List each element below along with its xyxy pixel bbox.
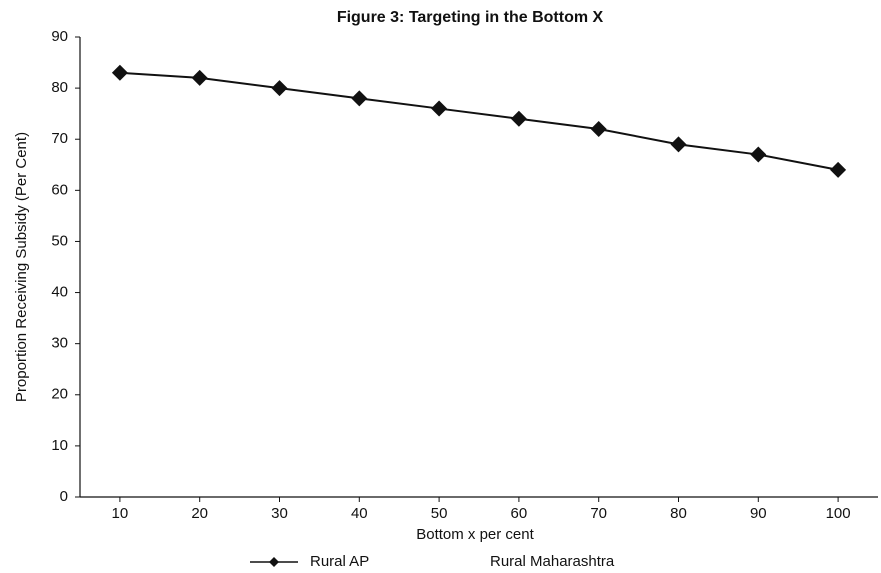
line <box>119 71 839 171</box>
legend-marker <box>269 557 279 567</box>
legend-label: Rural Maharashtra <box>490 553 615 570</box>
x-tick-label: 20 <box>191 505 208 522</box>
y-tick-label: 10 <box>51 437 68 454</box>
x-tick-label: 40 <box>351 505 368 522</box>
x-tick-label: 80 <box>670 505 687 522</box>
y-tick-label: 30 <box>51 335 68 352</box>
marker <box>431 100 448 117</box>
marker <box>191 69 208 86</box>
y-tick-label: 90 <box>51 28 68 45</box>
marker <box>111 64 128 81</box>
x-axis-label: Bottom x per cent <box>416 526 534 543</box>
x-tick-label: 100 <box>826 505 851 522</box>
y-tick-label: 50 <box>51 232 68 249</box>
y-tick-label: 70 <box>51 130 68 147</box>
y-tick-label: 20 <box>51 386 68 403</box>
y-tick-label: 0 <box>60 488 68 505</box>
y-tick-label: 40 <box>51 284 68 301</box>
x-tick-label: 60 <box>511 505 528 522</box>
y-tick-label: 60 <box>51 181 68 198</box>
x-tick-label: 50 <box>431 505 448 522</box>
x-tick-label: 30 <box>271 505 288 522</box>
marker <box>830 161 847 178</box>
marker <box>750 146 767 163</box>
marker <box>351 90 368 107</box>
marker <box>590 121 607 137</box>
x-tick-label: 90 <box>750 505 767 522</box>
x-tick-label: 10 <box>112 505 129 522</box>
chart-title: Figure 3: Targeting in the Bottom X <box>337 9 604 26</box>
x-tick-label: 70 <box>590 505 607 522</box>
legend-label: Rural AP <box>310 553 369 570</box>
marker <box>510 110 527 127</box>
y-tick-label: 80 <box>51 79 68 96</box>
marker <box>271 80 288 97</box>
marker <box>670 136 687 153</box>
y-axis-label: Proportion Receiving Subsidy (Per Cent) <box>13 132 30 402</box>
